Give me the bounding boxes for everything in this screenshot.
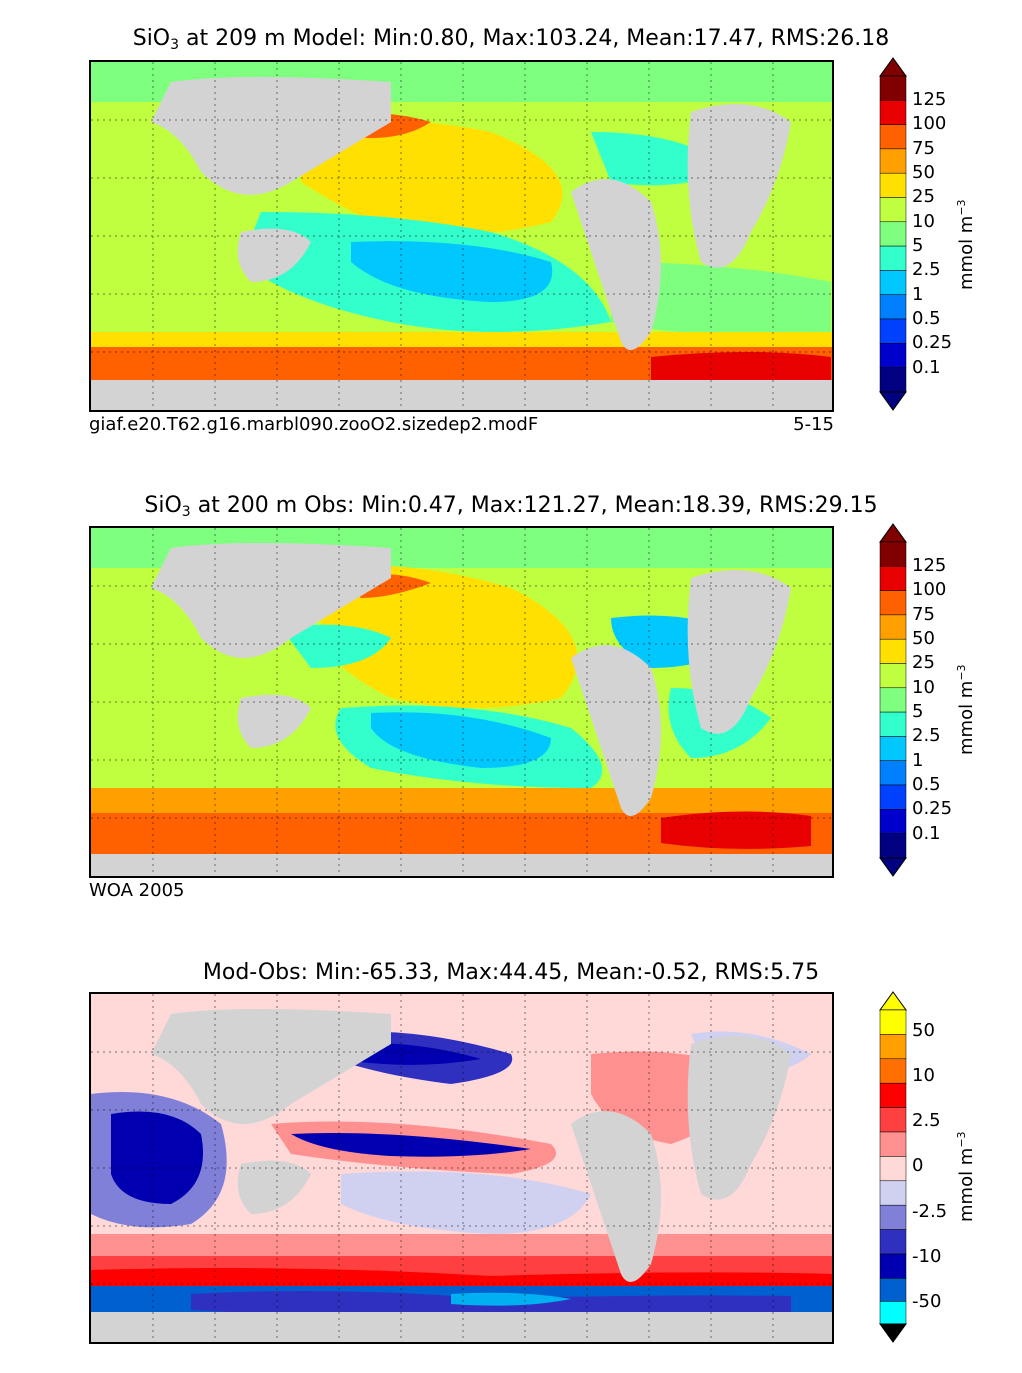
dataset-name: WOA 2005 <box>89 880 185 901</box>
run-name: giaf.e20.T62.g16.marbl090.zooO2.sizedep2… <box>89 414 539 435</box>
panel-title: SiO3 at 209 m Model: Min:0.80, Max:103.2… <box>132 26 890 53</box>
colorbar-tick: 0.25 <box>912 798 953 819</box>
colorbar <box>879 991 907 1343</box>
colorbar-tick: 25 <box>912 652 935 673</box>
colorbar-tick: 50 <box>912 1020 935 1041</box>
colorbar <box>879 523 907 877</box>
colorbar-tick: 5 <box>912 235 924 256</box>
colorbar-tick: 0.1 <box>912 823 941 844</box>
colorbar-unit: mmol m−3 <box>955 664 977 755</box>
colorbar-tick: 125 <box>912 555 947 576</box>
colorbar-tick: 100 <box>912 579 947 600</box>
map-field <box>91 62 832 410</box>
colorbar-tick: 10 <box>912 677 935 698</box>
colorbar-tick: 1 <box>912 284 924 305</box>
colorbar-tick: 0.5 <box>912 308 941 329</box>
model-map <box>89 60 834 412</box>
colorbar-tick: 0 <box>912 1155 924 1176</box>
panel-title: SiO3 at 200 m Obs: Min:0.47, Max:121.27,… <box>144 493 878 520</box>
colorbar-tick: 75 <box>912 138 935 159</box>
colorbar-tick: 0.5 <box>912 774 941 795</box>
colorbar-tick: 1 <box>912 750 924 771</box>
colorbar-tick: 0.1 <box>912 357 941 378</box>
colorbar-tick: 10 <box>912 1065 935 1086</box>
colorbar-tick: 50 <box>912 162 935 183</box>
colorbar-tick: -2.5 <box>912 1201 948 1222</box>
depth-range: 5-15 <box>793 414 834 435</box>
map-field <box>91 528 832 876</box>
colorbar-tick: -50 <box>912 1291 942 1312</box>
colorbar-tick: 100 <box>912 113 947 134</box>
colorbar-tick: 50 <box>912 628 935 649</box>
colorbar-tick: 75 <box>912 604 935 625</box>
difference-map <box>89 992 834 1344</box>
colorbar-tick: 10 <box>912 211 935 232</box>
colorbar-tick: 25 <box>912 186 935 207</box>
colorbar-unit: mmol m−3 <box>955 1131 977 1222</box>
colorbar-tick: 5 <box>912 701 924 722</box>
colorbar-tick: 2.5 <box>912 725 941 746</box>
colorbar-tick: 2.5 <box>912 1110 941 1131</box>
panel-title: Mod-Obs: Min:-65.33, Max:44.45, Mean:-0.… <box>202 960 820 985</box>
colorbar-tick: 2.5 <box>912 259 941 280</box>
colorbar-unit: mmol m−3 <box>955 199 977 290</box>
colorbar-tick: -10 <box>912 1246 942 1267</box>
map-field <box>91 994 832 1342</box>
colorbar-tick: 125 <box>912 89 947 110</box>
obs-map <box>89 526 834 878</box>
colorbar-tick: 0.25 <box>912 332 953 353</box>
colorbar <box>879 57 907 411</box>
